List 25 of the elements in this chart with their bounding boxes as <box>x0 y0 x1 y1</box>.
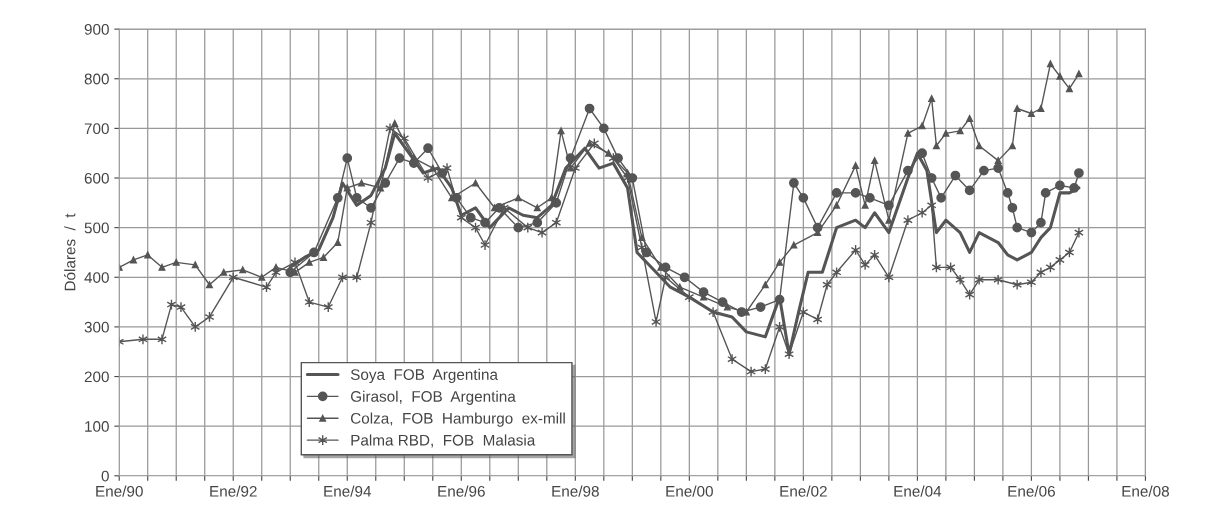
x-tick-label: Ene/04 <box>894 485 942 497</box>
y-tick-label: 200 <box>84 371 109 383</box>
x-tick-label: Ene/96 <box>438 485 485 497</box>
y-tick-label: 600 <box>84 172 109 184</box>
x-tick-label: Ene/02 <box>780 485 827 497</box>
y-tick-label: 400 <box>84 272 109 283</box>
x-tick-label: Ene/98 <box>552 485 599 497</box>
x-tick-label: Ene/90 <box>96 485 143 497</box>
y-tick-label: 900 <box>84 23 109 35</box>
x-tick-label: Ene/00 <box>666 485 713 497</box>
y-tick-label: 800 <box>84 73 109 85</box>
x-tick-label: Ene/92 <box>210 485 257 497</box>
y-tick-label: 100 <box>85 421 109 432</box>
legend-label: Soya FOB Argentina <box>350 368 498 384</box>
y-tick-label: 700 <box>84 123 109 135</box>
legend-label: Colza, FOB Hamburgo ex-mill <box>350 412 565 427</box>
x-tick-label: Ene/94 <box>324 485 372 497</box>
x-tick-label: Ene/08 <box>1122 485 1169 497</box>
y-tick-label: 300 <box>84 321 109 333</box>
y-tick-label: 0 <box>101 470 109 482</box>
y-axis-title: Dólares / t <box>64 213 76 291</box>
x-tick-label: Ene/06 <box>1008 485 1055 497</box>
legend-label: Palma RBD, FOB Malasia <box>351 434 536 448</box>
y-tick-label: 500 <box>84 222 109 234</box>
legend-label: Girasol, FOB Argentina <box>350 390 516 405</box>
